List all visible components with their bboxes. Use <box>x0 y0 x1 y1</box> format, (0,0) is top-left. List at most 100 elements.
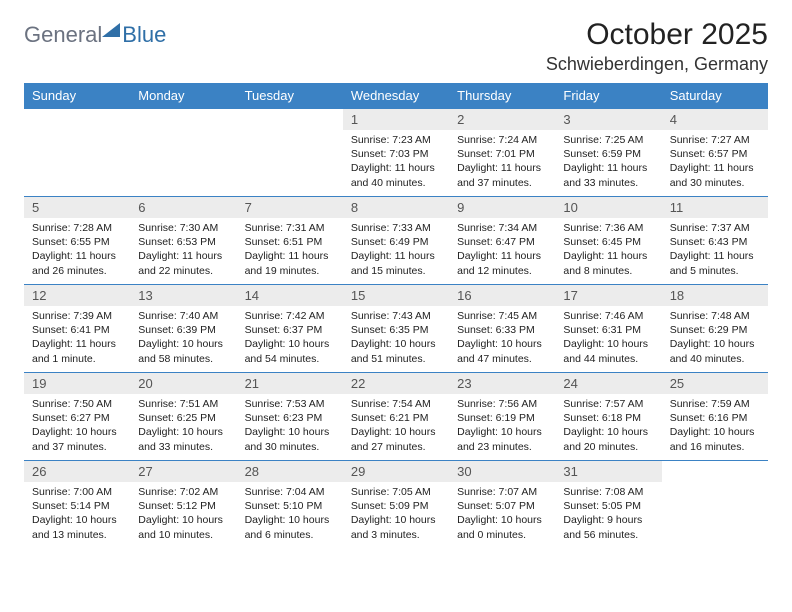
calendar-cell: 13Sunrise: 7:40 AMSunset: 6:39 PMDayligh… <box>130 285 236 373</box>
title-block: October 2025 Schwieberdingen, Germany <box>546 18 768 75</box>
calendar-cell: 29Sunrise: 7:05 AMSunset: 5:09 PMDayligh… <box>343 461 449 549</box>
calendar-cell: 9Sunrise: 7:34 AMSunset: 6:47 PMDaylight… <box>449 197 555 285</box>
sunset-text: Sunset: 6:55 PM <box>32 235 122 249</box>
sunset-text: Sunset: 6:29 PM <box>670 323 760 337</box>
day-number: 20 <box>130 373 236 394</box>
day-data: Sunrise: 7:27 AMSunset: 6:57 PMDaylight:… <box>662 130 768 196</box>
day-number: 23 <box>449 373 555 394</box>
calendar-cell: 8Sunrise: 7:33 AMSunset: 6:49 PMDaylight… <box>343 197 449 285</box>
day-data: Sunrise: 7:08 AMSunset: 5:05 PMDaylight:… <box>555 482 661 548</box>
day-number: 8 <box>343 197 449 218</box>
calendar-cell: 20Sunrise: 7:51 AMSunset: 6:25 PMDayligh… <box>130 373 236 461</box>
sunset-text: Sunset: 6:16 PM <box>670 411 760 425</box>
day-data: Sunrise: 7:39 AMSunset: 6:41 PMDaylight:… <box>24 306 130 372</box>
sunrise-text: Sunrise: 7:45 AM <box>457 309 547 323</box>
daylight-text: Daylight: 10 hours and 0 minutes. <box>457 513 547 541</box>
day-data: Sunrise: 7:43 AMSunset: 6:35 PMDaylight:… <box>343 306 449 372</box>
calendar-cell: 10Sunrise: 7:36 AMSunset: 6:45 PMDayligh… <box>555 197 661 285</box>
day-number: 24 <box>555 373 661 394</box>
sunrise-text: Sunrise: 7:23 AM <box>351 133 441 147</box>
calendar-cell: 15Sunrise: 7:43 AMSunset: 6:35 PMDayligh… <box>343 285 449 373</box>
day-number: 13 <box>130 285 236 306</box>
day-number: 6 <box>130 197 236 218</box>
sunrise-text: Sunrise: 7:51 AM <box>138 397 228 411</box>
sunset-text: Sunset: 5:05 PM <box>563 499 653 513</box>
sunrise-text: Sunrise: 7:36 AM <box>563 221 653 235</box>
day-number: 19 <box>24 373 130 394</box>
day-number: 29 <box>343 461 449 482</box>
sunrise-text: Sunrise: 7:46 AM <box>563 309 653 323</box>
day-data: Sunrise: 7:31 AMSunset: 6:51 PMDaylight:… <box>237 218 343 284</box>
calendar-cell: 23Sunrise: 7:56 AMSunset: 6:19 PMDayligh… <box>449 373 555 461</box>
sunset-text: Sunset: 6:25 PM <box>138 411 228 425</box>
calendar-row: 12Sunrise: 7:39 AMSunset: 6:41 PMDayligh… <box>24 285 768 373</box>
weekday-row: SundayMondayTuesdayWednesdayThursdayFrid… <box>24 83 768 109</box>
sunrise-text: Sunrise: 7:50 AM <box>32 397 122 411</box>
day-data: Sunrise: 7:24 AMSunset: 7:01 PMDaylight:… <box>449 130 555 196</box>
sunrise-text: Sunrise: 7:08 AM <box>563 485 653 499</box>
weekday-header: Tuesday <box>237 83 343 109</box>
day-number: 15 <box>343 285 449 306</box>
sunset-text: Sunset: 5:10 PM <box>245 499 335 513</box>
day-number: 31 <box>555 461 661 482</box>
daylight-text: Daylight: 10 hours and 16 minutes. <box>670 425 760 453</box>
calendar-cell: 25 Sunrise: 7:59 AMSunset: 6:16 PMDayligh… <box>662 373 768 461</box>
sunset-text: Sunset: 5:07 PM <box>457 499 547 513</box>
calendar-cell: 27Sunrise: 7:02 AMSunset: 5:12 PMDayligh… <box>130 461 236 549</box>
calendar-row: 1Sunrise: 7:23 AMSunset: 7:03 PMDaylight… <box>24 109 768 197</box>
sunset-text: Sunset: 6:31 PM <box>563 323 653 337</box>
day-data: Sunrise: 7:02 AMSunset: 5:12 PMDaylight:… <box>130 482 236 548</box>
sunrise-text: Sunrise: 7:07 AM <box>457 485 547 499</box>
daylight-text: Daylight: 10 hours and 30 minutes. <box>245 425 335 453</box>
day-data: Sunrise: 7:04 AMSunset: 5:10 PMDaylight:… <box>237 482 343 548</box>
day-number: 26 <box>24 461 130 482</box>
day-number: 11 <box>662 197 768 218</box>
sunrise-text: Sunrise: 7:30 AM <box>138 221 228 235</box>
calendar-cell: 1Sunrise: 7:23 AMSunset: 7:03 PMDaylight… <box>343 109 449 197</box>
sunrise-text: Sunrise: 7:59 AM <box>670 397 760 411</box>
calendar-cell <box>24 109 130 197</box>
calendar-head: SundayMondayTuesdayWednesdayThursdayFrid… <box>24 83 768 109</box>
calendar-cell: 28Sunrise: 7:04 AMSunset: 5:10 PMDayligh… <box>237 461 343 549</box>
sunrise-text: Sunrise: 7:40 AM <box>138 309 228 323</box>
logo-triangle-icon <box>102 23 120 37</box>
day-data: Sunrise: 7:00 AMSunset: 5:14 PMDaylight:… <box>24 482 130 548</box>
day-data: Sunrise: 7:50 AMSunset: 6:27 PMDaylight:… <box>24 394 130 460</box>
day-data: Sunrise: 7:46 AMSunset: 6:31 PMDaylight:… <box>555 306 661 372</box>
daylight-text: Daylight: 11 hours and 40 minutes. <box>351 161 441 189</box>
daylight-text: Daylight: 10 hours and 13 minutes. <box>32 513 122 541</box>
weekday-header: Friday <box>555 83 661 109</box>
calendar-cell: 2Sunrise: 7:24 AMSunset: 7:01 PMDaylight… <box>449 109 555 197</box>
day-number: 17 <box>555 285 661 306</box>
day-data: Sunrise: 7:45 AMSunset: 6:33 PMDaylight:… <box>449 306 555 372</box>
calendar-cell <box>237 109 343 197</box>
calendar-page: General Blue October 2025 Schwieberdinge… <box>0 0 792 567</box>
day-number: 25 <box>662 373 768 394</box>
daylight-text: Daylight: 10 hours and 47 minutes. <box>457 337 547 365</box>
day-data: Sunrise: 7:30 AMSunset: 6:53 PMDaylight:… <box>130 218 236 284</box>
calendar-row: 5Sunrise: 7:28 AMSunset: 6:55 PMDaylight… <box>24 197 768 285</box>
sunrise-text: Sunrise: 7:05 AM <box>351 485 441 499</box>
sunset-text: Sunset: 6:37 PM <box>245 323 335 337</box>
day-data: Sunrise: 7:57 AMSunset: 6:18 PMDaylight:… <box>555 394 661 460</box>
sunset-text: Sunset: 6:23 PM <box>245 411 335 425</box>
day-number: 18 <box>662 285 768 306</box>
sunset-text: Sunset: 7:03 PM <box>351 147 441 161</box>
calendar-cell: 11Sunrise: 7:37 AMSunset: 6:43 PMDayligh… <box>662 197 768 285</box>
sunset-text: Sunset: 6:49 PM <box>351 235 441 249</box>
daylight-text: Daylight: 10 hours and 23 minutes. <box>457 425 547 453</box>
calendar-cell: 3Sunrise: 7:25 AMSunset: 6:59 PMDaylight… <box>555 109 661 197</box>
sunset-text: Sunset: 6:33 PM <box>457 323 547 337</box>
day-number: 7 <box>237 197 343 218</box>
sunset-text: Sunset: 6:59 PM <box>563 147 653 161</box>
day-number: 27 <box>130 461 236 482</box>
sunset-text: Sunset: 6:43 PM <box>670 235 760 249</box>
calendar-cell: 4Sunrise: 7:27 AMSunset: 6:57 PMDaylight… <box>662 109 768 197</box>
sunrise-text: Sunrise: 7:02 AM <box>138 485 228 499</box>
sunset-text: Sunset: 6:57 PM <box>670 147 760 161</box>
day-number: 28 <box>237 461 343 482</box>
day-number: 9 <box>449 197 555 218</box>
daylight-text: Daylight: 10 hours and 58 minutes. <box>138 337 228 365</box>
daylight-text: Daylight: 11 hours and 12 minutes. <box>457 249 547 277</box>
day-data: Sunrise: 7:36 AMSunset: 6:45 PMDaylight:… <box>555 218 661 284</box>
